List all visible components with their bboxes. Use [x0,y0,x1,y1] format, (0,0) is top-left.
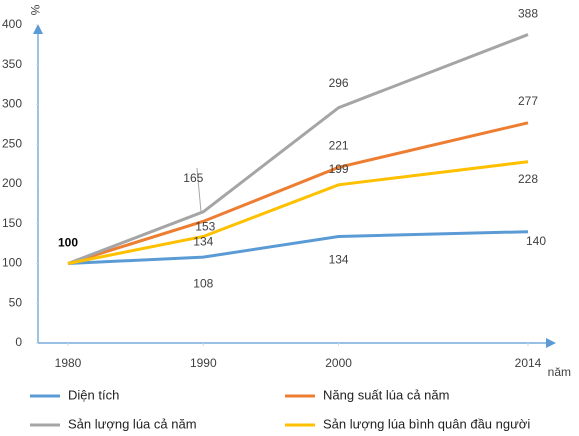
legend-label: Sản lượng lúa cả năm [68,416,197,431]
y-tick-label: 200 [2,176,22,190]
data-label: 199 [329,162,349,176]
data-label: 134 [329,253,349,267]
y-tick-label: 400 [2,17,22,31]
y-tick-label: 300 [2,97,22,111]
data-label: 296 [329,76,349,90]
data-label: 134 [193,235,213,249]
y-axis-label: % [28,5,42,16]
line-series [67,33,529,265]
x-tick-label: 1980 [55,356,82,370]
data-label: 100 [58,236,78,250]
legend-label: Năng suất lúa cả năm [323,387,449,402]
data-label: 221 [329,138,349,152]
line-series [67,230,529,265]
x-tick-label: 2000 [325,356,352,370]
x-axis-arrow [546,338,556,348]
data-label: 153 [195,220,215,234]
y-tick-label: 350 [2,57,22,71]
y-tick-label: 250 [2,136,22,150]
data-label: 228 [518,172,538,186]
line-series [67,121,529,265]
data-label: 165 [183,171,203,185]
y-axis-arrow [33,24,43,34]
data-label: 277 [518,94,538,108]
x-axis-label: năm [548,365,571,379]
leader-line [196,167,202,213]
data-label: 388 [518,7,538,21]
data-label: 108 [193,276,213,290]
legend-label: Sản lượng lúa bình quân đầu người [323,416,530,431]
x-tick-label: 1990 [190,356,217,370]
data-label: 140 [526,234,546,248]
y-tick-label: 0 [15,335,22,349]
y-tick-label: 150 [2,216,22,230]
line-series [67,160,529,265]
y-tick-label: 100 [2,256,22,270]
x-tick-label: 2014 [515,356,542,370]
legend-label: Diện tích [68,387,119,402]
y-tick-label: 50 [9,295,23,309]
